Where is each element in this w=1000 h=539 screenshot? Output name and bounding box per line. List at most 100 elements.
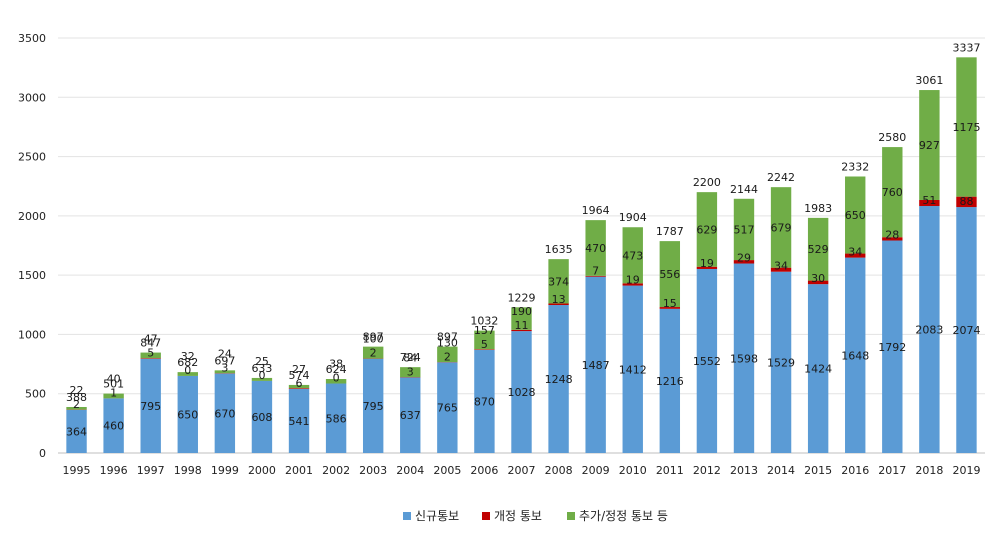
bar-added-2000 bbox=[251, 377, 273, 381]
data-label-revised-2013: 29 bbox=[737, 252, 751, 265]
x-tick-label-2009: 2009 bbox=[582, 464, 610, 477]
data-label-added-2010: 473 bbox=[622, 249, 643, 262]
x-tick-label-2011: 2011 bbox=[656, 464, 684, 477]
legend-label-added: 추가/정정 통보 등 bbox=[579, 509, 668, 523]
data-label-revised-1995: 2 bbox=[73, 398, 80, 411]
y-tick-label: 1500 bbox=[18, 269, 46, 282]
data-label-added-2001: 27 bbox=[292, 363, 306, 376]
data-label-added-2009: 470 bbox=[585, 242, 606, 255]
x-tick-label-2005: 2005 bbox=[433, 464, 461, 477]
bar-added-1998 bbox=[177, 372, 198, 376]
bar-added-2012 bbox=[696, 192, 718, 267]
bar-added-2016 bbox=[845, 176, 866, 254]
y-tick-label: 3500 bbox=[18, 32, 46, 45]
bars bbox=[66, 57, 977, 453]
bar-revised-2007 bbox=[511, 329, 532, 332]
data-label-added-1996: 40 bbox=[107, 372, 121, 385]
bar-revised-1997 bbox=[140, 358, 161, 359]
data-label-revised-2006: 5 bbox=[481, 338, 488, 351]
bar-new-2015 bbox=[807, 284, 829, 453]
total-label-2014: 2242 bbox=[767, 171, 795, 184]
bar-new-2003 bbox=[362, 358, 384, 453]
data-label-added-2007: 190 bbox=[511, 305, 532, 318]
data-label-new-2006: 870 bbox=[474, 395, 495, 408]
total-label-2007: 1229 bbox=[508, 291, 536, 304]
legend-swatch-added bbox=[567, 512, 575, 520]
bar-added-1996 bbox=[103, 393, 124, 399]
bar-added-2014 bbox=[770, 187, 792, 268]
bar-new-2002 bbox=[325, 383, 347, 453]
data-label-new-1997: 795 bbox=[140, 400, 161, 413]
data-label-added-2016: 650 bbox=[845, 209, 866, 222]
total-label-2016: 2332 bbox=[841, 160, 869, 173]
bar-new-1998 bbox=[177, 375, 198, 453]
data-label-new-2015: 1424 bbox=[804, 363, 832, 376]
bar-new-1996 bbox=[103, 398, 124, 453]
bar-new-2018 bbox=[919, 206, 940, 453]
y-axis: 0 500 1000 1500 2000 2500 3000 3500 bbox=[18, 32, 46, 460]
bar-added-2018 bbox=[919, 90, 940, 200]
data-label-added-2000: 25 bbox=[255, 355, 269, 368]
bar-revised-2008 bbox=[548, 303, 569, 306]
total-label-2004: 724 bbox=[400, 351, 421, 364]
total-label-2005: 897 bbox=[437, 331, 458, 344]
bar-added-2008 bbox=[548, 259, 569, 304]
bar-revised-2006 bbox=[474, 349, 495, 350]
data-label-new-2014: 1529 bbox=[767, 356, 795, 369]
x-tick-label-2012: 2012 bbox=[693, 464, 721, 477]
bar-new-2012 bbox=[696, 268, 718, 453]
x-tick-label-2014: 2014 bbox=[767, 464, 795, 477]
x-tick-label-1995: 1995 bbox=[63, 464, 91, 477]
bar-revised-2001 bbox=[288, 388, 310, 389]
total-label-2000: 633 bbox=[251, 362, 272, 375]
data-label-added-2002: 38 bbox=[329, 358, 343, 371]
total-label-2018: 3061 bbox=[915, 74, 943, 87]
x-tick-label-2016: 2016 bbox=[841, 464, 869, 477]
total-label-2012: 2200 bbox=[693, 176, 721, 189]
bar-new-2016 bbox=[845, 257, 866, 453]
data-label-revised-2008: 13 bbox=[552, 293, 566, 306]
bar-added-2015 bbox=[807, 217, 829, 281]
total-label-2011: 1787 bbox=[656, 225, 684, 238]
y-tick-label: 2000 bbox=[18, 210, 46, 223]
bar-added-2003 bbox=[362, 346, 384, 359]
data-label-added-1995: 22 bbox=[70, 384, 84, 397]
total-label-1997: 847 bbox=[140, 337, 161, 350]
data-label-revised-2015: 30 bbox=[811, 272, 825, 285]
y-tick-label: 500 bbox=[25, 388, 46, 401]
data-label-revised-2009: 7 bbox=[592, 265, 599, 278]
x-tick-label-2019: 2019 bbox=[952, 464, 980, 477]
bar-revised-2015 bbox=[807, 280, 829, 285]
legend: 신규통보 개정 통보 추가/정정 통보 등 bbox=[403, 509, 668, 523]
total-label-2006: 1032 bbox=[470, 315, 498, 328]
legend-swatch-revised bbox=[482, 512, 490, 520]
data-label-new-2016: 1648 bbox=[841, 349, 869, 362]
total-label-2002: 624 bbox=[326, 363, 347, 376]
data-label-new-2002: 586 bbox=[326, 412, 347, 425]
data-label-new-2011: 1216 bbox=[656, 375, 684, 388]
bar-added-2010 bbox=[622, 227, 643, 284]
data-label-added-1999: 24 bbox=[218, 348, 232, 361]
x-tick-label-2008: 2008 bbox=[545, 464, 573, 477]
bar-new-2013 bbox=[733, 263, 755, 453]
bar-revised-2018 bbox=[919, 199, 940, 207]
data-label-added-2004: 84 bbox=[403, 351, 417, 364]
data-label-new-1995: 364 bbox=[66, 425, 87, 438]
total-label-1996: 501 bbox=[103, 378, 124, 391]
bar-new-1995 bbox=[66, 409, 87, 453]
bar-new-2014 bbox=[770, 271, 792, 453]
bar-added-1995 bbox=[66, 406, 87, 410]
data-label-new-2009: 1487 bbox=[582, 359, 610, 372]
data-label-added-1998: 32 bbox=[181, 350, 195, 363]
data-label-revised-1997: 5 bbox=[147, 347, 154, 360]
data-label-revised-2007: 11 bbox=[515, 319, 529, 332]
data-label-new-1998: 650 bbox=[177, 408, 198, 421]
bar-added-1997 bbox=[140, 352, 161, 359]
bar-new-2006 bbox=[474, 349, 495, 453]
bar-added-2007 bbox=[511, 307, 532, 330]
bar-added-2002 bbox=[325, 379, 347, 384]
data-label-new-2008: 1248 bbox=[545, 373, 573, 386]
bar-revised-2011 bbox=[659, 307, 681, 309]
data-label-revised-2016: 34 bbox=[848, 246, 862, 259]
y-tick-label: 1000 bbox=[18, 328, 46, 341]
